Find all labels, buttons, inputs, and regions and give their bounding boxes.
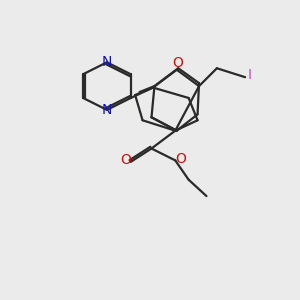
Text: O: O (172, 56, 183, 70)
Text: I: I (248, 68, 252, 82)
Text: N: N (102, 55, 112, 69)
Text: O: O (120, 153, 131, 167)
Text: O: O (175, 152, 186, 166)
Text: N: N (102, 103, 112, 117)
